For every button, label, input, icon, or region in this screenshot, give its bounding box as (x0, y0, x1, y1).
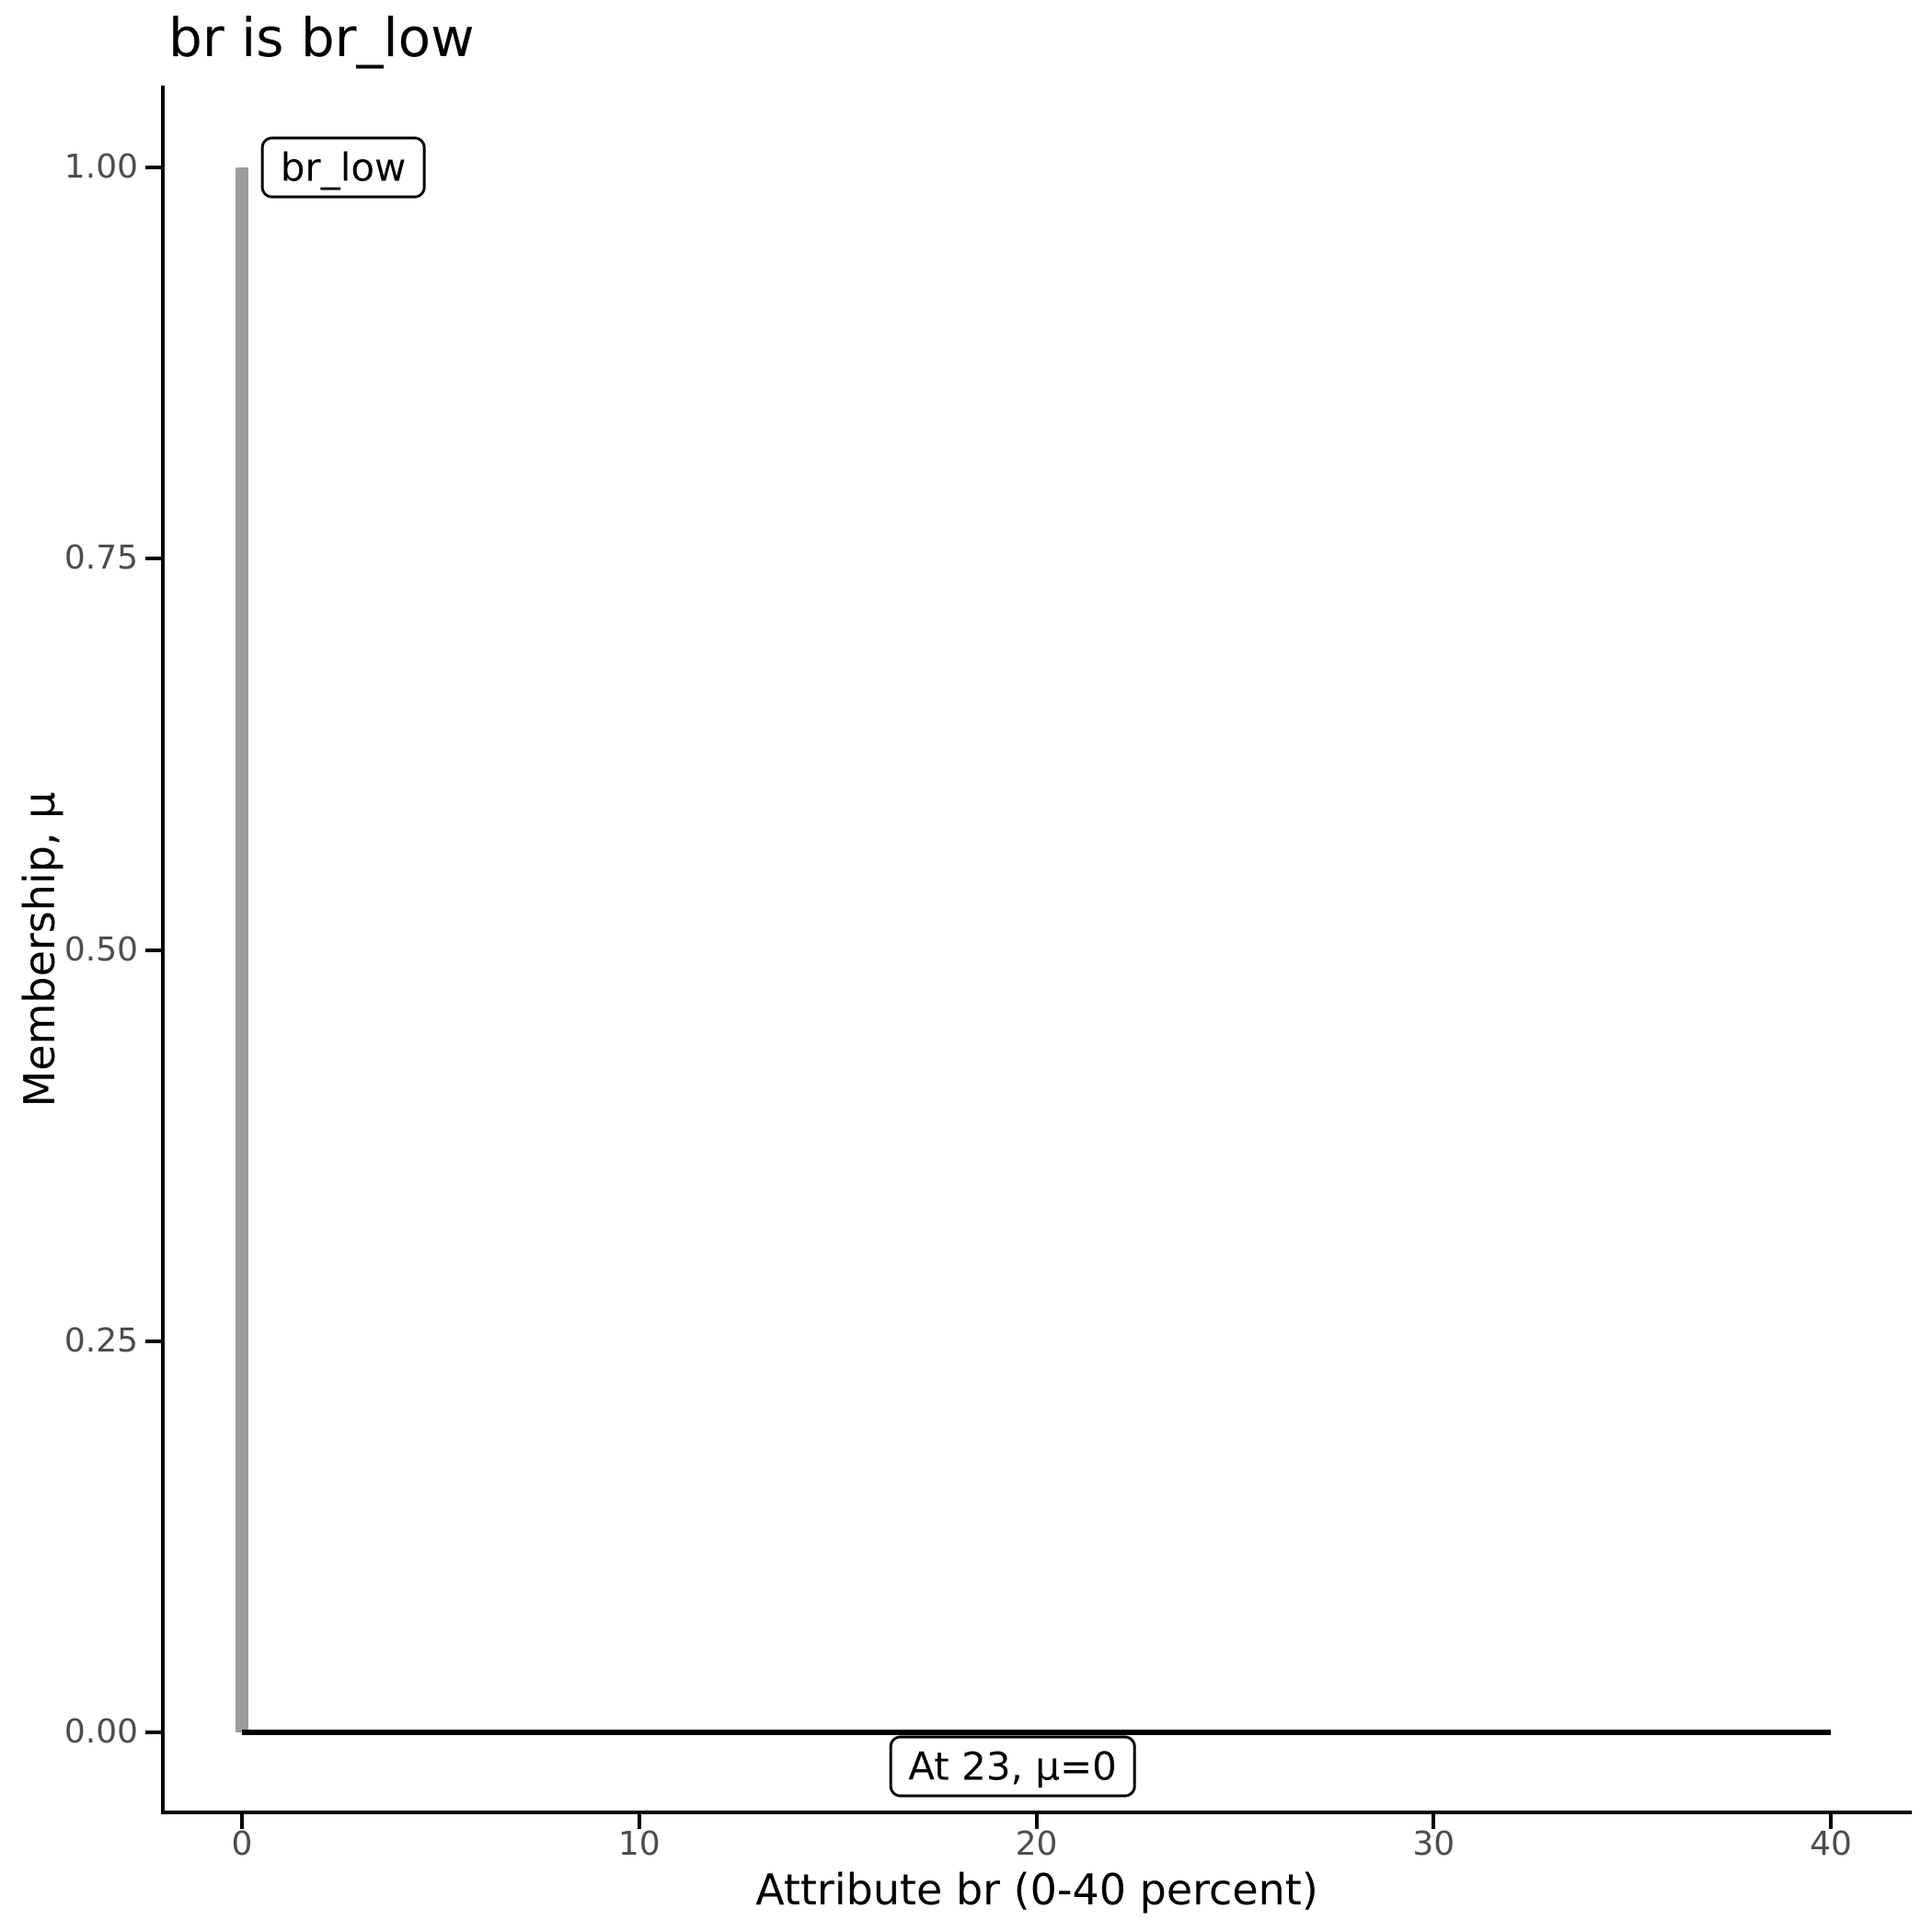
y-tick-label: 0.25 (63, 1321, 138, 1360)
y-tick-mark (145, 1731, 161, 1734)
x-tick-label: 0 (231, 1825, 253, 1863)
x-tick-mark (1034, 1814, 1039, 1829)
y-tick-mark (145, 948, 161, 952)
x-tick-label: 10 (617, 1825, 661, 1863)
x-tick-label: 30 (1412, 1825, 1455, 1863)
annotation-at-23-label: At 23, μ=0 (908, 1743, 1117, 1789)
membership-bar (236, 167, 248, 1732)
membership-function-line (242, 1730, 1831, 1735)
y-axis-line (161, 86, 165, 1814)
y-tick-label: 0.00 (63, 1713, 138, 1751)
x-tick-mark (240, 1814, 244, 1829)
y-tick-mark (145, 166, 161, 169)
annotation-br-low: br_low (260, 136, 426, 199)
y-tick-label: 0.50 (63, 930, 138, 969)
x-tick-mark (637, 1814, 641, 1829)
x-tick-label: 20 (1015, 1825, 1058, 1863)
y-tick-label: 0.75 (63, 539, 138, 578)
x-tick-mark (1432, 1814, 1436, 1829)
annotation-at-23: At 23, μ=0 (889, 1735, 1136, 1798)
annotation-br-low-label: br_low (280, 144, 407, 190)
y-tick-mark (145, 557, 161, 561)
x-axis-line (161, 1811, 1912, 1814)
y-tick-label: 1.00 (63, 148, 138, 186)
x-axis-title: Attribute br (0-40 percent) (755, 1865, 1318, 1915)
chart-title: br is br_low (168, 6, 475, 69)
y-tick-mark (145, 1339, 161, 1343)
x-tick-mark (1829, 1814, 1833, 1829)
x-tick-label: 40 (1810, 1825, 1852, 1863)
